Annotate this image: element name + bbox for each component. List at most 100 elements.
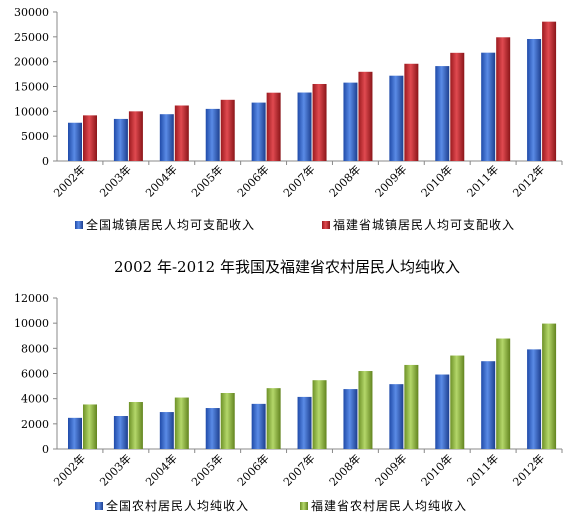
x-tick-label: 2005年 bbox=[188, 162, 225, 199]
y-tick-label: 15000 bbox=[14, 81, 49, 94]
y-tick-label: 20000 bbox=[14, 56, 49, 69]
bar-national-2002 bbox=[68, 417, 82, 449]
bar-national-2003 bbox=[113, 118, 128, 161]
x-tick-label: 2004年 bbox=[142, 451, 179, 488]
bar-fujian-2011 bbox=[496, 338, 511, 449]
bar-national-2006 bbox=[251, 403, 266, 449]
bar-national-2009 bbox=[389, 75, 404, 161]
bar-fujian-2002 bbox=[83, 404, 97, 449]
bar-national-2003 bbox=[113, 416, 128, 449]
bar-national-2004 bbox=[159, 114, 174, 161]
bar-national-2012 bbox=[527, 38, 542, 161]
x-tick-label: 2011年 bbox=[464, 162, 501, 199]
x-tick-label: 2004年 bbox=[142, 162, 179, 199]
chart-2-x-tick-labels: 2002年 2003年 2004年 2005年 2006年 2007年 2008年 2009年… bbox=[51, 451, 548, 488]
rural-income-chart: 2002 年-2012 年我国及福建省农村居民人均纯收入 0 2000 4000 60… bbox=[14, 258, 563, 513]
bar-fujian-2006 bbox=[266, 92, 281, 161]
bar-fujian-2007 bbox=[312, 380, 327, 449]
bar-national-2007 bbox=[297, 396, 312, 449]
x-tick-label: 2007年 bbox=[280, 162, 317, 199]
x-tick-label: 2005年 bbox=[188, 451, 225, 488]
bar-national-2010 bbox=[435, 374, 450, 449]
y-tick-label: 10000 bbox=[14, 105, 49, 118]
y-tick-label: 0 bbox=[42, 443, 49, 456]
bar-national-2011 bbox=[481, 361, 496, 449]
bar-national-2008 bbox=[343, 389, 358, 449]
x-tick-label: 2006年 bbox=[234, 451, 271, 488]
bar-national-2002 bbox=[68, 122, 82, 161]
bar-fujian-2009 bbox=[404, 63, 419, 162]
legend-swatch bbox=[95, 502, 103, 510]
x-tick-label: 2010年 bbox=[418, 451, 455, 488]
bar-fujian-2003 bbox=[128, 111, 143, 161]
y-tick-label: 6000 bbox=[21, 368, 49, 381]
bar-national-2008 bbox=[343, 82, 358, 161]
legend-label: 福建省农村居民人均纯收入 bbox=[311, 498, 467, 513]
x-tick-label: 2006年 bbox=[234, 162, 271, 199]
bar-fujian-2008 bbox=[358, 71, 373, 161]
x-tick-label: 2002年 bbox=[51, 162, 88, 199]
bar-national-2007 bbox=[297, 92, 312, 161]
legend-label: 全国农村居民人均纯收入 bbox=[106, 498, 249, 513]
x-tick-label: 2009年 bbox=[372, 451, 409, 488]
bar-national-2005 bbox=[205, 108, 220, 161]
y-tick-label: 8000 bbox=[21, 342, 49, 355]
bar-national-2004 bbox=[159, 412, 174, 449]
x-tick-label: 2008年 bbox=[326, 451, 363, 488]
bar-national-2006 bbox=[251, 102, 266, 161]
bar-fujian-2002 bbox=[83, 115, 97, 161]
legend-swatch bbox=[300, 502, 308, 510]
bar-fujian-2008 bbox=[358, 371, 373, 449]
x-tick-label: 2002年 bbox=[51, 451, 88, 488]
y-tick-label: 5000 bbox=[21, 130, 49, 143]
y-tick-label: 4000 bbox=[21, 393, 49, 406]
bar-national-2011 bbox=[481, 52, 496, 161]
x-tick-label: 2008年 bbox=[326, 162, 363, 199]
chart-2-title: 2002 年-2012 年我国及福建省农村居民人均纯收入 bbox=[114, 258, 460, 276]
bar-fujian-2003 bbox=[128, 402, 143, 449]
bar-fujian-2010 bbox=[450, 52, 465, 162]
urban-income-chart: 0 5000 10000 15000 20000 25000 30000 2002年 2003… bbox=[14, 6, 563, 232]
y-tick-label: 30000 bbox=[14, 6, 49, 19]
y-tick-label: 12000 bbox=[14, 292, 49, 305]
chart-1-x-tick-labels: 2002年 2003年 2004年 2005年 2006年 2007年 2008年 2009年… bbox=[51, 162, 548, 199]
bar-national-2010 bbox=[435, 66, 450, 161]
x-tick-label: 2012年 bbox=[510, 162, 547, 199]
x-tick-label: 2010年 bbox=[418, 162, 455, 199]
y-tick-label: 2000 bbox=[21, 418, 49, 431]
legend-label: 全国城镇居民人均可支配收入 bbox=[86, 217, 255, 232]
bar-fujian-2004 bbox=[174, 105, 189, 161]
x-tick-label: 2003年 bbox=[97, 162, 134, 199]
x-tick-label: 2012年 bbox=[510, 451, 547, 488]
chart-1-bars bbox=[68, 21, 557, 162]
chart-1-legend: 全国城镇居民人均可支配收入 福建省城镇居民人均可支配收入 bbox=[75, 217, 515, 232]
bar-fujian-2011 bbox=[496, 37, 511, 161]
x-tick-label: 2007年 bbox=[280, 451, 317, 488]
bar-national-2009 bbox=[389, 384, 404, 449]
legend-label: 福建省城镇居民人均可支配收入 bbox=[333, 217, 515, 232]
bar-fujian-2005 bbox=[220, 99, 235, 161]
chart-1-y-axis: 0 5000 10000 15000 20000 25000 30000 bbox=[14, 6, 563, 168]
x-tick-label: 2009年 bbox=[372, 162, 409, 199]
bar-fujian-2010 bbox=[450, 355, 465, 449]
bar-national-2012 bbox=[527, 349, 542, 449]
chart-2-y-axis: 0 2000 4000 6000 8000 10000 12000 bbox=[14, 292, 563, 456]
bar-fujian-2009 bbox=[404, 364, 419, 449]
legend-swatch bbox=[75, 221, 83, 229]
bar-fujian-2007 bbox=[312, 83, 327, 161]
bar-national-2005 bbox=[205, 408, 220, 449]
y-tick-label: 25000 bbox=[14, 31, 49, 44]
bar-fujian-2012 bbox=[542, 21, 557, 161]
bar-fujian-2006 bbox=[266, 388, 281, 449]
bar-fujian-2012 bbox=[542, 323, 557, 449]
bar-fujian-2005 bbox=[220, 393, 235, 449]
bar-fujian-2004 bbox=[174, 397, 189, 449]
x-tick-label: 2011年 bbox=[464, 451, 501, 488]
y-tick-label: 10000 bbox=[14, 317, 49, 330]
x-tick-label: 2003年 bbox=[97, 451, 134, 488]
chart-2-bars bbox=[68, 323, 557, 449]
y-tick-label: 0 bbox=[42, 155, 49, 168]
chart-2-legend: 全国农村居民人均纯收入 福建省农村居民人均纯收入 bbox=[95, 498, 467, 513]
legend-swatch bbox=[322, 221, 330, 229]
